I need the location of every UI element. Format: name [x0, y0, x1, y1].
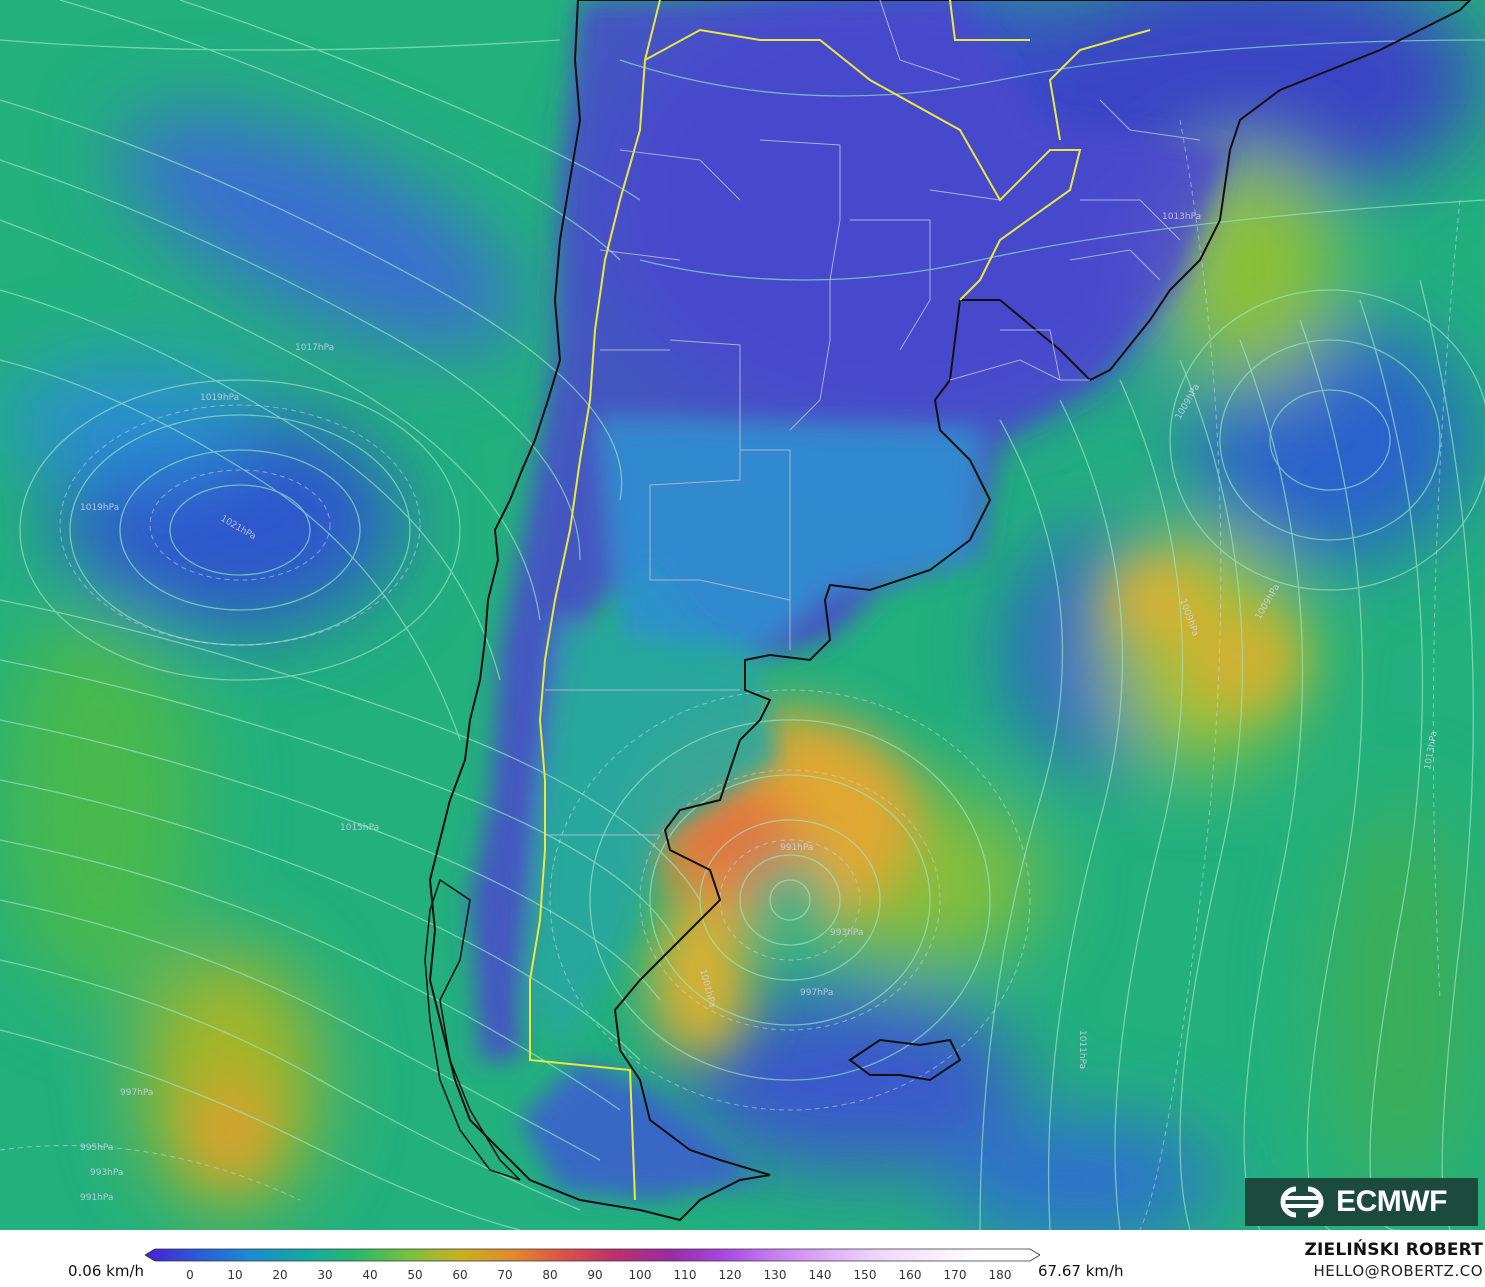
scale-tick-label: 90: [587, 1268, 602, 1282]
scale-tick-label: 30: [317, 1268, 332, 1282]
scale-tick-label: 70: [497, 1268, 512, 1282]
pressure-label: 995hPa: [80, 1143, 113, 1153]
color-scale-bar: [145, 1248, 1040, 1262]
scale-tick-label: 10: [227, 1268, 242, 1282]
scale-ticks: 0 10 20 30 40 50 60 70 80 90 100 110 120 130 140 150 160…: [186, 1268, 1011, 1282]
scale-tick-label: 160: [899, 1268, 922, 1282]
color-scale: 0 10 20 30 40 50 60 70 80 90 100 110 120 130 140 150 160…: [145, 1248, 1040, 1282]
provincial-borders: [545, 0, 1201, 836]
author-name: ZIELIŃSKI ROBERT: [1304, 1240, 1483, 1260]
scale-min-label: 0.06 km/h: [68, 1262, 145, 1280]
scale-tick-label: 170: [944, 1268, 967, 1282]
falkland-islands: [848, 1038, 962, 1082]
streamlines: [0, 0, 1485, 1230]
coastline: [428, 0, 1472, 1222]
pressure-label: 1017hPa: [295, 343, 334, 353]
isobars: [0, 119, 1461, 1230]
author-email: HELLO@ROBERTZ.CO: [1313, 1262, 1483, 1280]
pressure-label: 991hPa: [80, 1193, 113, 1203]
scale-tick-label: 40: [362, 1268, 377, 1282]
pressure-label: 1015hPa: [340, 823, 379, 833]
ecmwf-logo: ECMWF: [1245, 1178, 1478, 1226]
scale-tick-label: 60: [452, 1268, 467, 1282]
pressure-label: 1019hPa: [200, 393, 239, 403]
pressure-label: 1011hPa: [1077, 1030, 1087, 1069]
pressure-label: 991hPa: [780, 843, 813, 853]
scale-tick-label: 110: [674, 1268, 697, 1282]
ecmwf-logo-icon: [1280, 1186, 1324, 1218]
scale-tick-label: 180: [989, 1268, 1012, 1282]
scale-tick-label: 20: [272, 1268, 287, 1282]
scale-tick-label: 0: [186, 1268, 194, 1282]
pressure-label: 993hPa: [90, 1168, 123, 1178]
chilean-fjords: [424, 878, 521, 1181]
pressure-label: 993hPa: [830, 928, 863, 938]
weather-map: 1013hPa 1009hPa 1019hPa 1017hPa 1021hPa …: [0, 0, 1485, 1230]
pressure-label: 997hPa: [800, 988, 833, 998]
scale-tick-label: 50: [407, 1268, 422, 1282]
ecmwf-logo-text: ECMWF: [1336, 1185, 1447, 1218]
pressure-label: 997hPa: [120, 1088, 153, 1098]
scale-tick-label: 80: [542, 1268, 557, 1282]
scale-tick-label: 120: [719, 1268, 742, 1282]
scale-tick-label: 140: [809, 1268, 832, 1282]
wind-map-svg: 1013hPa 1009hPa 1019hPa 1017hPa 1021hPa …: [0, 0, 1485, 1230]
pressure-label: 1013hPa: [1162, 212, 1201, 222]
scale-tick-label: 150: [854, 1268, 877, 1282]
scale-max-label: 67.67 km/h: [1038, 1262, 1124, 1280]
scale-tick-label: 130: [764, 1268, 787, 1282]
pressure-label: 1019hPa: [80, 503, 119, 513]
scale-tick-label: 100: [629, 1268, 652, 1282]
